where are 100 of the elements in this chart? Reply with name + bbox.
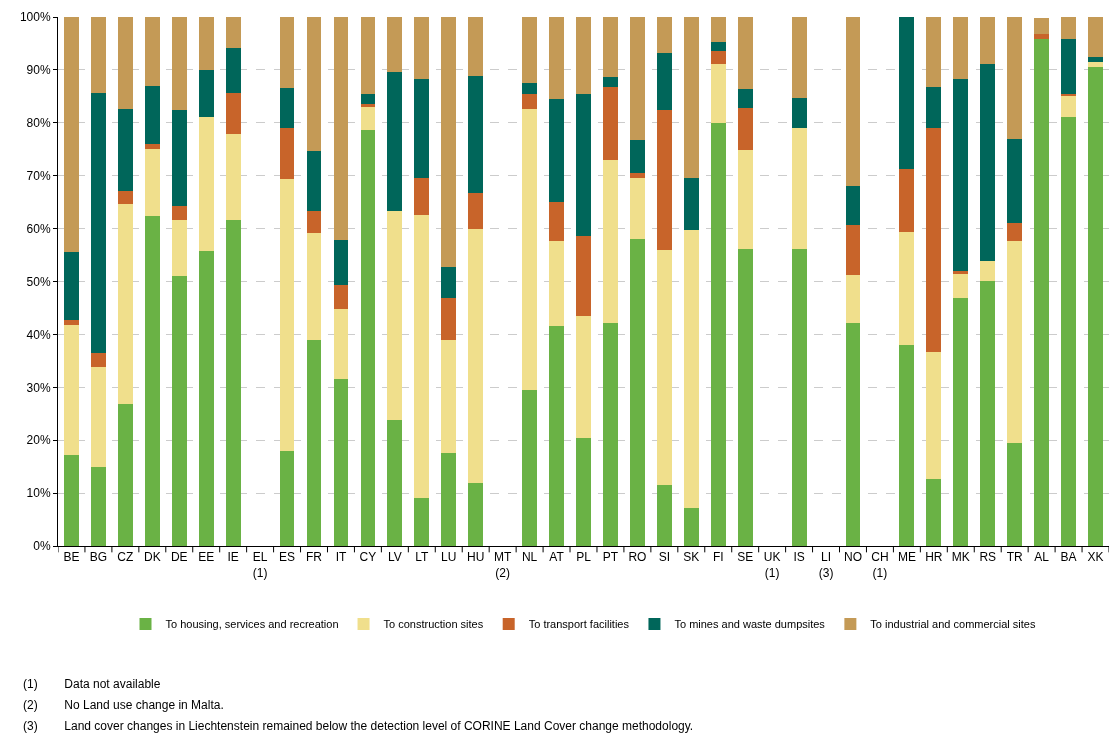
bar bbox=[414, 17, 430, 79]
bar bbox=[1061, 38, 1076, 94]
bar bbox=[64, 455, 79, 546]
bar bbox=[117, 190, 133, 204]
bar bbox=[306, 151, 322, 211]
bar bbox=[225, 17, 241, 49]
bar bbox=[1007, 443, 1023, 546]
bar bbox=[791, 127, 807, 249]
bar bbox=[1034, 18, 1050, 34]
bar bbox=[549, 202, 564, 242]
x-tick-label: FR bbox=[306, 550, 323, 565]
x-tick-label: PL bbox=[576, 550, 592, 565]
x-tick-label: XK bbox=[1087, 550, 1104, 565]
bar bbox=[899, 17, 915, 170]
bar bbox=[306, 210, 322, 233]
x-tick-label: SE bbox=[737, 550, 754, 565]
text: (1) Data not available bbox=[23, 677, 161, 691]
bar bbox=[468, 192, 484, 230]
bar bbox=[549, 17, 564, 99]
legend-label: To transport facilities bbox=[528, 618, 630, 631]
y-tick-label: 40% bbox=[26, 327, 51, 342]
bar bbox=[926, 17, 942, 88]
bar bbox=[629, 140, 645, 173]
bar bbox=[683, 178, 699, 230]
bar bbox=[953, 17, 969, 80]
bar bbox=[926, 87, 942, 128]
bar bbox=[953, 273, 969, 299]
bar bbox=[306, 232, 322, 340]
bar bbox=[171, 17, 187, 111]
bar bbox=[549, 99, 564, 203]
bar bbox=[171, 220, 187, 276]
legend-label: To construction sites bbox=[383, 618, 484, 631]
bar bbox=[64, 17, 79, 252]
y-tick-label: 10% bbox=[26, 486, 51, 501]
bar bbox=[171, 205, 187, 221]
bar bbox=[387, 17, 403, 73]
bar bbox=[737, 88, 753, 108]
bar bbox=[360, 107, 376, 131]
bar bbox=[1007, 138, 1023, 224]
bar bbox=[144, 17, 160, 86]
bar bbox=[710, 50, 726, 65]
bar bbox=[64, 251, 79, 320]
bar bbox=[387, 419, 403, 546]
x-tick-label: IT bbox=[335, 550, 347, 565]
bar bbox=[1061, 96, 1076, 117]
x-tick-label: CH (1) bbox=[871, 550, 889, 580]
bar bbox=[603, 159, 618, 324]
bar bbox=[414, 215, 430, 498]
bar bbox=[1061, 17, 1076, 39]
bar bbox=[603, 323, 618, 546]
bar bbox=[225, 48, 241, 94]
bar bbox=[441, 297, 457, 340]
x-tick-label: ME bbox=[897, 550, 916, 565]
bar bbox=[603, 76, 618, 88]
bar bbox=[306, 17, 322, 152]
bar bbox=[980, 17, 996, 64]
bar bbox=[926, 127, 942, 352]
bar bbox=[603, 17, 618, 77]
bar bbox=[845, 225, 861, 276]
bar bbox=[656, 17, 672, 53]
bar bbox=[468, 229, 484, 484]
x-tick-label: EL (1) bbox=[252, 550, 268, 580]
bar bbox=[899, 169, 915, 233]
bar bbox=[522, 94, 538, 109]
y-tick-label: 60% bbox=[26, 221, 51, 236]
legend-label: To housing, services and recreation bbox=[165, 618, 339, 631]
bar bbox=[926, 351, 942, 479]
x-tick-label: ES bbox=[279, 550, 296, 565]
x-tick-label: MT (2) bbox=[493, 550, 512, 580]
bar bbox=[1088, 57, 1103, 62]
bar bbox=[333, 17, 349, 241]
x-tick-label: RS bbox=[979, 550, 997, 565]
x-tick-label: FI bbox=[712, 550, 724, 565]
bar bbox=[1061, 116, 1076, 546]
bar bbox=[198, 116, 214, 251]
bar bbox=[198, 17, 214, 71]
bar bbox=[899, 232, 915, 345]
bar bbox=[279, 17, 295, 88]
bar bbox=[791, 248, 807, 546]
bar bbox=[279, 451, 295, 546]
text: (3) Land cover changes in Liechtenstein remained below the detection level of CORINE Land Cover change methodology. bbox=[23, 719, 694, 733]
bar bbox=[333, 309, 349, 379]
x-tick-label: DK bbox=[143, 550, 161, 565]
x-tick-label: NL bbox=[521, 550, 538, 565]
x-tick-label: TR bbox=[1006, 550, 1024, 565]
bar bbox=[387, 210, 403, 420]
x-tick-label: LU bbox=[441, 550, 457, 565]
bar bbox=[1034, 33, 1050, 39]
y-tick-label: 70% bbox=[26, 168, 51, 183]
bar bbox=[360, 17, 376, 95]
bar bbox=[683, 17, 699, 179]
bar bbox=[414, 78, 430, 179]
bar bbox=[576, 316, 591, 439]
bar bbox=[549, 325, 564, 546]
x-tick-label: LT bbox=[415, 550, 430, 565]
bar bbox=[117, 403, 133, 546]
bar bbox=[791, 97, 807, 128]
x-tick-label: LV bbox=[387, 550, 402, 565]
x-tick-label: HR bbox=[925, 550, 943, 565]
bar bbox=[656, 52, 672, 111]
